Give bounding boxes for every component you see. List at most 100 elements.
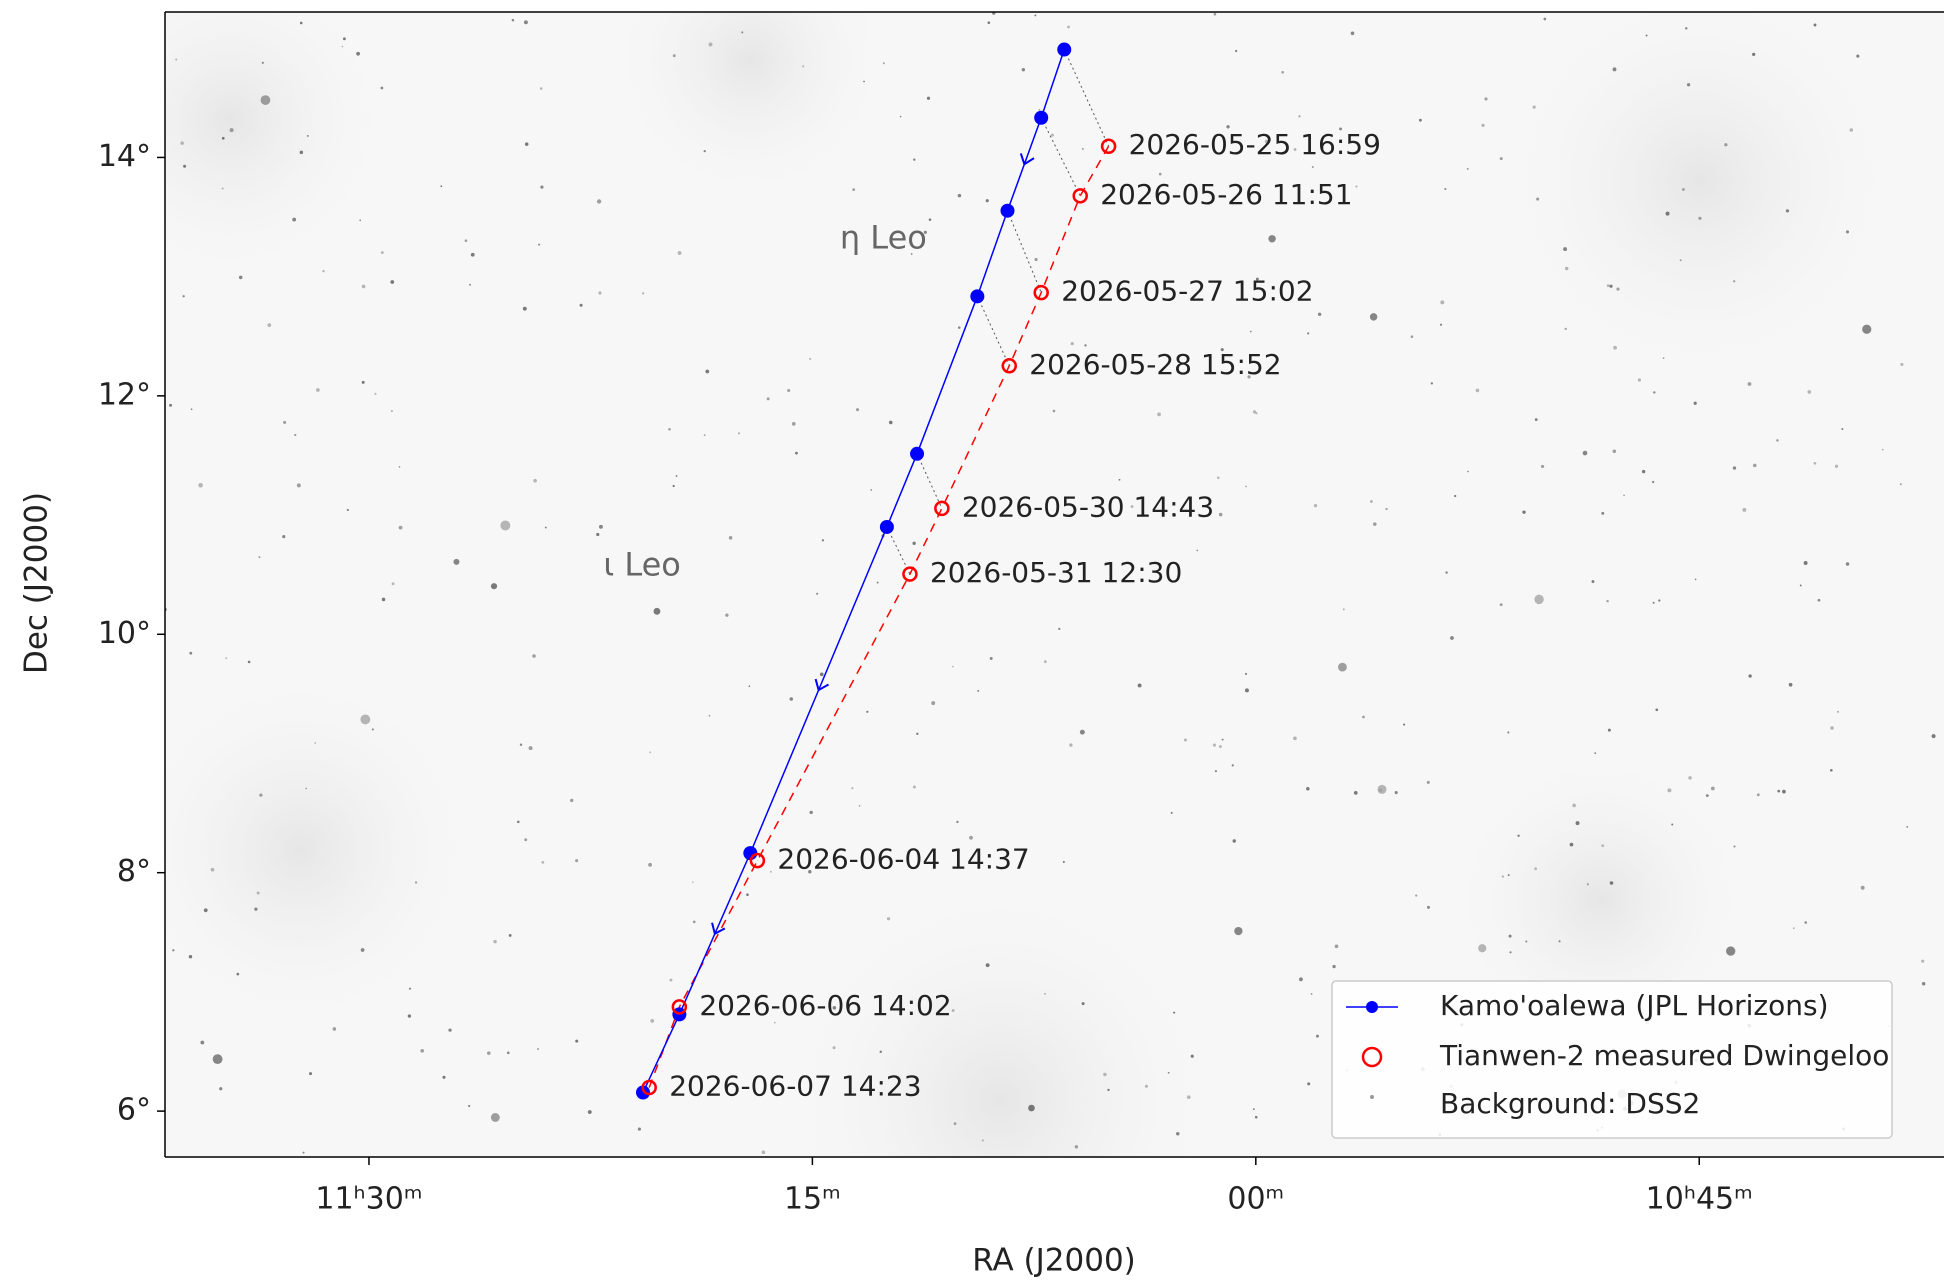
background-star	[1445, 571, 1448, 574]
background-star	[1249, 330, 1252, 333]
background-star	[408, 987, 412, 990]
background-star	[789, 697, 794, 701]
background-star	[596, 532, 600, 537]
background-star	[212, 1054, 223, 1065]
background-star	[1234, 926, 1243, 936]
background-star	[1338, 662, 1347, 672]
background-star	[1074, 1145, 1079, 1149]
background-star	[1043, 660, 1047, 664]
background-star	[1350, 31, 1355, 36]
background-star	[648, 862, 652, 867]
plot-area: η Leo ι Leo 2026-05-25 16:59 2026-05-26 11:…	[603, 42, 1381, 1103]
sky-glow	[165, 12, 390, 280]
background-star	[1899, 483, 1902, 486]
background-star	[1103, 1072, 1107, 1077]
background-star	[1753, 463, 1757, 468]
background-star	[414, 881, 418, 884]
background-star	[703, 434, 706, 437]
measured-point	[671, 999, 688, 1015]
direction-arrow	[814, 678, 830, 692]
background-star	[725, 613, 729, 617]
background-star	[283, 420, 287, 424]
background-star	[1582, 450, 1588, 456]
background-star	[1315, 1034, 1319, 1038]
background-star	[1733, 845, 1736, 848]
background-star	[390, 410, 393, 413]
background-star	[398, 525, 403, 530]
background-star	[1807, 390, 1812, 394]
background-star	[371, 728, 374, 731]
background-star	[538, 243, 541, 246]
background-star	[346, 508, 349, 512]
star-field	[165, 12, 1936, 1157]
background-star	[795, 451, 798, 455]
background-star	[256, 891, 260, 895]
background-star	[1144, 1084, 1148, 1088]
background-star	[1830, 768, 1833, 772]
point-label: 2026-05-30 14:43	[962, 490, 1214, 523]
background-star	[440, 185, 443, 188]
background-star	[746, 893, 749, 897]
background-star	[1813, 461, 1817, 465]
background-star	[1310, 992, 1313, 995]
background-star	[508, 933, 512, 937]
background-star	[703, 149, 706, 153]
background-star	[1173, 1011, 1176, 1014]
background-star	[809, 810, 813, 815]
background-star	[1118, 478, 1121, 481]
background-star	[748, 685, 751, 688]
background-star	[1070, 341, 1074, 346]
background-star	[1804, 921, 1807, 924]
sky-glow	[1450, 750, 1750, 1050]
background-star	[254, 907, 258, 911]
background-star	[951, 1009, 955, 1012]
background-star	[1430, 382, 1433, 385]
background-star	[1862, 324, 1872, 334]
point-label: 2026-06-06 14:02	[699, 989, 951, 1022]
background-star	[926, 96, 931, 100]
background-star	[292, 217, 297, 222]
background-star	[453, 558, 460, 565]
background-star	[596, 199, 602, 204]
background-star	[294, 433, 297, 437]
background-star	[1426, 780, 1430, 784]
x-tick-label: 11ʰ30ᵐ	[315, 1182, 422, 1217]
ephemeris-point	[1000, 203, 1015, 218]
background-star	[219, 1087, 223, 1091]
background-star	[1453, 494, 1457, 498]
background-star	[969, 835, 973, 840]
background-star	[1255, 411, 1258, 415]
y-tick-label: 14°	[98, 139, 151, 174]
background-star	[1186, 1095, 1191, 1099]
background-star	[956, 820, 959, 824]
background-star	[524, 838, 528, 842]
background-star	[1264, 139, 1269, 144]
background-star	[1601, 844, 1605, 848]
background-star	[532, 654, 536, 658]
background-star	[1499, 603, 1503, 607]
background-star	[1543, 17, 1547, 21]
background-star	[1183, 738, 1187, 742]
background-star	[728, 536, 733, 540]
background-star	[1311, 165, 1314, 169]
background-star	[448, 1028, 452, 1032]
background-star	[464, 239, 468, 243]
background-star	[928, 218, 932, 221]
x-tick-label: 15ᵐ	[784, 1182, 841, 1217]
measured-point	[749, 852, 766, 869]
background-star	[511, 18, 515, 22]
background-star	[1856, 54, 1860, 58]
star-label: η Leo	[840, 218, 927, 256]
background-star	[380, 86, 384, 90]
background-star	[490, 1113, 500, 1122]
background-star	[537, 1048, 539, 1050]
background-star	[669, 978, 673, 982]
background-star	[1196, 549, 1199, 552]
background-star	[1655, 708, 1659, 712]
measured-point	[902, 566, 918, 582]
background-star	[691, 881, 694, 883]
background-star	[708, 714, 711, 717]
background-star	[1158, 172, 1162, 176]
background-star	[910, 253, 913, 255]
background-star	[1130, 505, 1134, 508]
